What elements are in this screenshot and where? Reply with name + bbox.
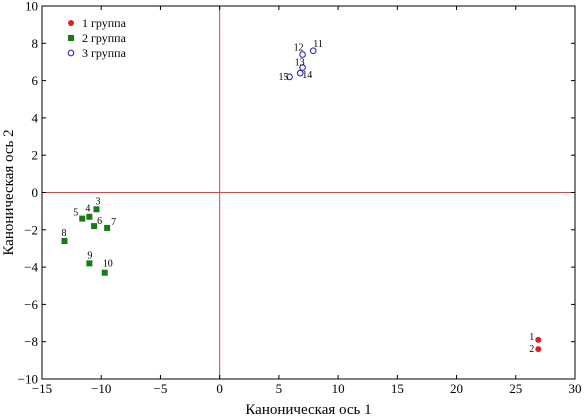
x-tick-label: 20	[450, 381, 463, 396]
data-point-3	[93, 206, 100, 213]
data-point-15	[286, 73, 293, 81]
data-point-11	[309, 47, 317, 55]
data-point-8	[61, 237, 68, 244]
data-point-2	[535, 346, 542, 353]
x-axis-title: Каноническая ось 1	[245, 402, 371, 418]
point-label-8: 8	[62, 228, 67, 239]
series-group-1: 12	[529, 332, 542, 355]
point-label-6: 6	[97, 216, 102, 227]
y-axis-title: Каноническая ось 2	[1, 129, 17, 255]
point-label-4: 4	[85, 204, 90, 215]
data-point-7	[104, 224, 111, 231]
point-label-9: 9	[87, 250, 92, 261]
y-tick-label: −10	[18, 372, 38, 387]
point-label-5: 5	[73, 208, 78, 219]
x-tick-label: −10	[91, 381, 111, 396]
point-label-15: 15	[279, 72, 289, 83]
point-label-2: 2	[529, 344, 534, 355]
point-label-12: 12	[294, 42, 304, 53]
y-tick-label: 4	[32, 110, 39, 125]
point-label-11: 11	[313, 39, 323, 50]
point-label-13: 13	[295, 58, 305, 69]
x-tick-label: 0	[216, 381, 223, 396]
data-point-6	[91, 223, 98, 230]
point-label-14: 14	[302, 70, 312, 81]
legend-label-1: 1 группа	[82, 16, 127, 30]
y-tick-label: 10	[25, 0, 38, 14]
y-tick-label: −2	[24, 222, 38, 237]
data-point-1	[535, 336, 542, 343]
series-group-2: 345 6 7 8 9 10	[61, 196, 116, 276]
data-point-14	[296, 69, 304, 77]
point-label-3: 3	[95, 196, 100, 207]
x-tick-label: 5	[276, 381, 283, 396]
x-tick-label: −15	[32, 381, 52, 396]
data-point-9	[86, 260, 93, 267]
legend-marker-1	[68, 20, 74, 26]
point-label-10: 10	[103, 259, 113, 270]
y-tick-label: 6	[32, 73, 39, 88]
legend-box	[60, 13, 164, 65]
y-tick-label: 8	[32, 36, 39, 51]
y-tick-label: −4	[24, 260, 38, 275]
data-point-13	[299, 64, 306, 71]
x-tick-label: 15	[391, 381, 404, 396]
x-tick-label: −5	[154, 381, 168, 396]
point-label-7: 7	[111, 217, 116, 228]
y-tick-label: 0	[32, 185, 39, 200]
x-tick-label: 25	[509, 381, 522, 396]
data-point-12	[299, 51, 306, 58]
legend-label-2: 2 группа	[82, 31, 127, 45]
data-point-5	[79, 215, 86, 222]
y-tick-label: 2	[32, 148, 39, 163]
legend-marker-3	[67, 49, 75, 57]
x-tick-label: 30	[569, 381, 582, 396]
data-point-4	[86, 213, 93, 220]
legend-marker-2	[68, 35, 74, 41]
reference-lines	[42, 6, 575, 379]
y-tick-label: −6	[24, 297, 38, 312]
y-tick-label: −8	[24, 334, 38, 349]
legend-label-3: 3 группа	[82, 46, 127, 60]
data-point-10	[101, 269, 108, 276]
point-label-1: 1	[529, 332, 534, 343]
x-tick-label: 10	[332, 381, 345, 396]
